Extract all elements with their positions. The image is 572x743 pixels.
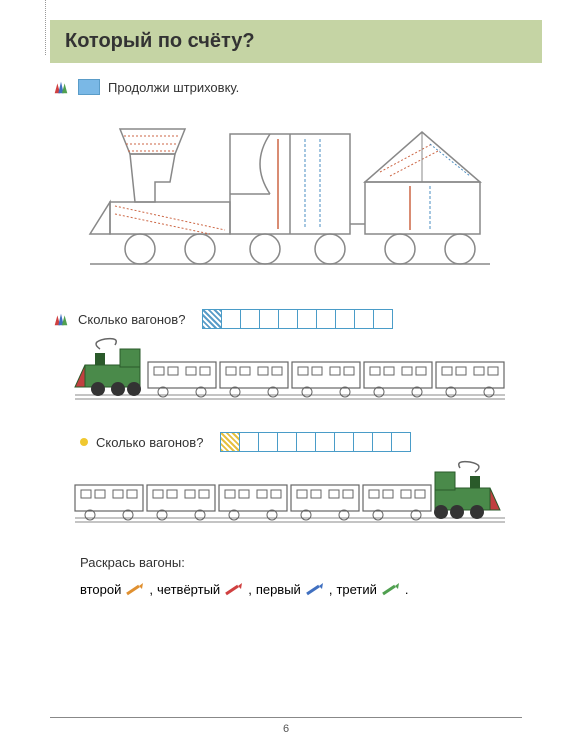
color-instruction: Раскрась вагоны: второй , четвёртый , пе… <box>80 555 542 597</box>
comma: , <box>329 582 333 597</box>
comma: , <box>149 582 153 597</box>
pencil-blue-icon <box>305 583 325 597</box>
task1-row: Продолжи штриховку. <box>52 78 542 96</box>
ordinal-first: первый <box>256 582 301 597</box>
period: . <box>405 582 409 597</box>
task3-row: Сколько вагонов? <box>80 432 542 452</box>
ordinal-second: второй <box>80 582 121 597</box>
task1-text: Продолжи штриховку. <box>108 80 239 95</box>
color-instruction-title: Раскрась вагоны: <box>80 555 542 570</box>
train-2 <box>70 460 542 535</box>
pencils-icon <box>52 310 70 328</box>
pencil-green-icon <box>381 583 401 597</box>
comma: , <box>248 582 252 597</box>
hatching-diagram <box>80 104 542 289</box>
task3-text: Сколько вагонов? <box>96 435 203 450</box>
task2-text: Сколько вагонов? <box>78 312 185 327</box>
page-title: Который по счёту? <box>65 30 527 53</box>
yellow-bullet-icon <box>80 438 88 446</box>
pencil-red-icon <box>224 583 244 597</box>
page-number: 6 <box>283 723 289 735</box>
pencils-icon <box>52 78 70 96</box>
answer-boxes-1[interactable] <box>203 309 393 329</box>
title-bar: Который по счёту? <box>50 20 542 63</box>
pencil-orange-icon <box>125 583 145 597</box>
task2-row: Сколько вагонов? <box>52 309 542 329</box>
ordinal-fourth: четвёртый <box>157 582 220 597</box>
ordinal-third: третий <box>336 582 376 597</box>
blue-marker <box>78 79 100 95</box>
footer-rule <box>50 717 522 718</box>
answer-boxes-2[interactable] <box>221 432 411 452</box>
ordinal-list: второй , четвёртый , первый , третий . <box>80 582 542 597</box>
train-1 <box>70 337 542 412</box>
